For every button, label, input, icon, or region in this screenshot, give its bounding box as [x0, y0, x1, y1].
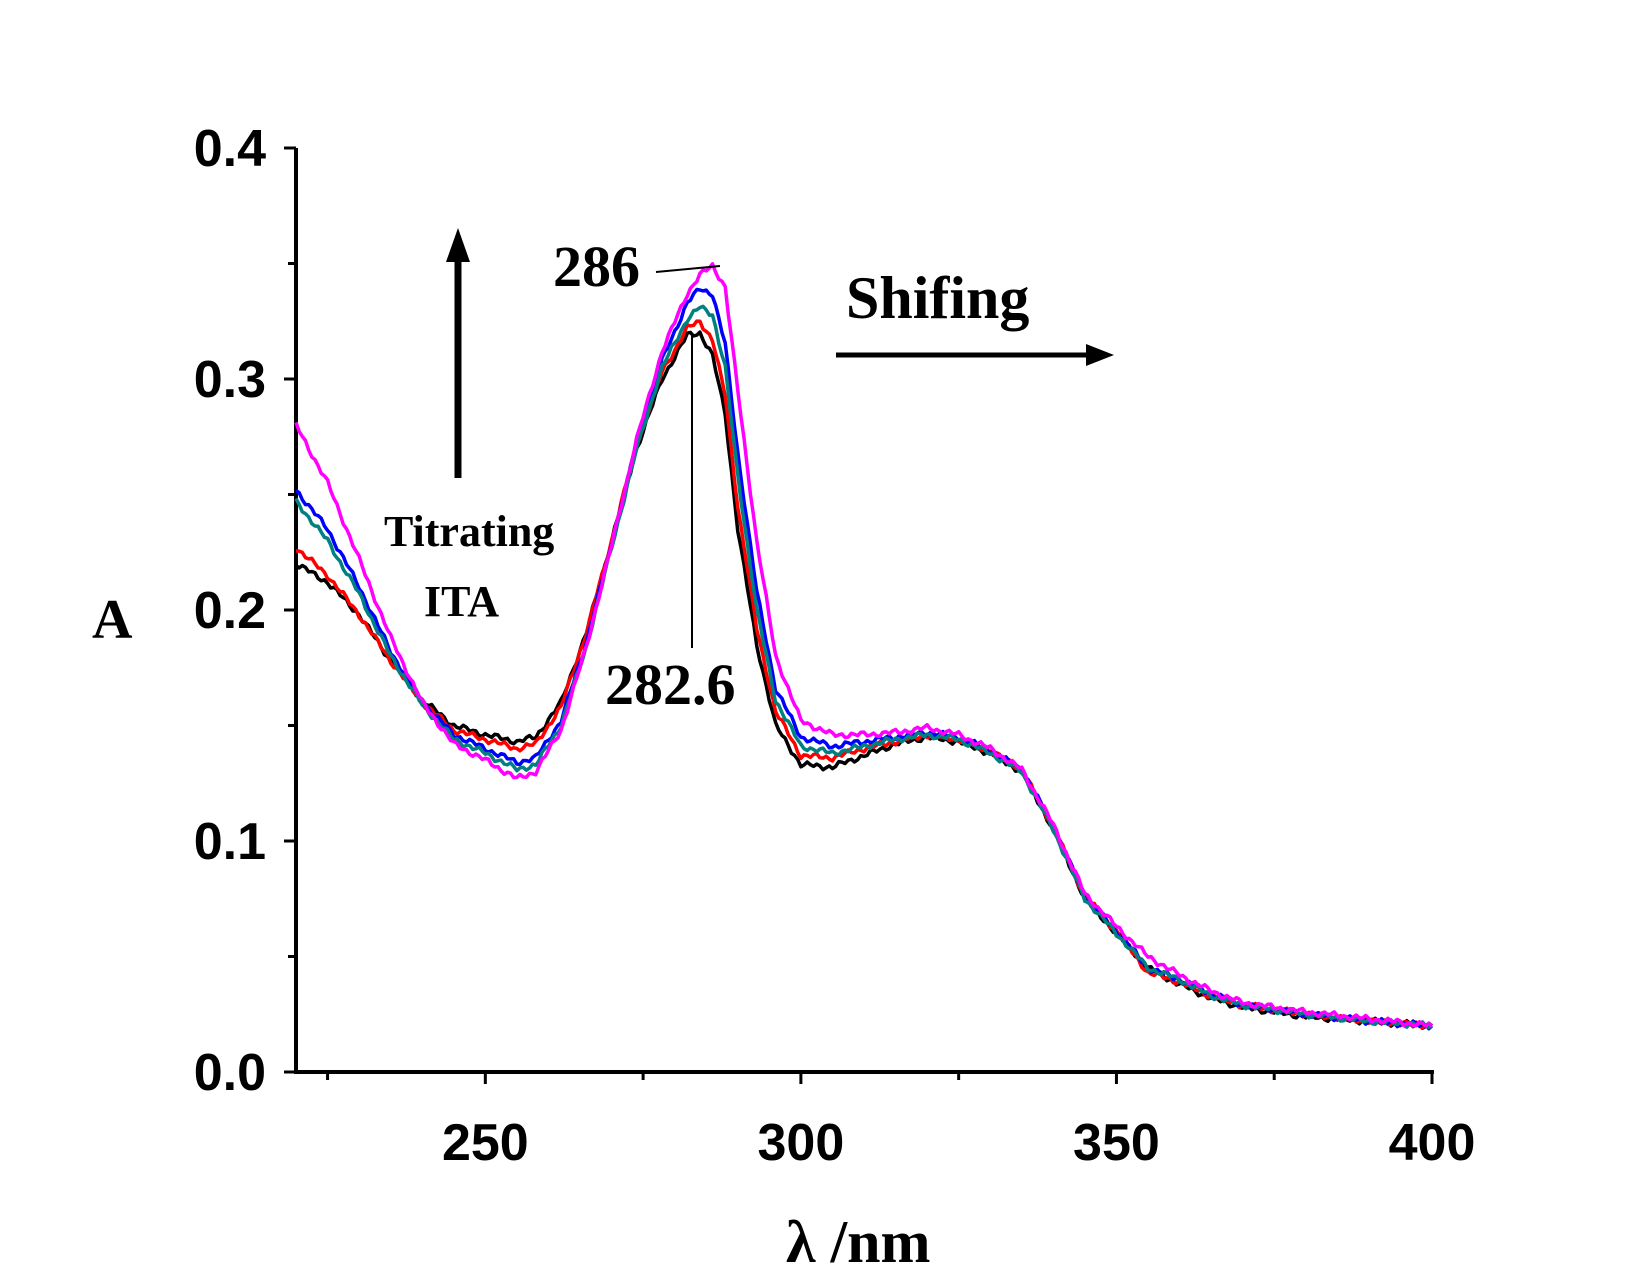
x-tick-label: 300 — [758, 1114, 845, 1172]
spectrum-line-3 — [295, 287, 1434, 1031]
arrow-right-head — [1086, 344, 1114, 366]
y-tick-label: 0.1 — [194, 813, 266, 871]
x-tick-label: 250 — [442, 1114, 529, 1172]
x-axis-title: λ /nm — [786, 1209, 931, 1275]
spectrum-line-2 — [295, 319, 1433, 1030]
peak-leader-286 — [655, 265, 721, 273]
titration-label-line1: Titrating — [384, 507, 554, 556]
y-tick-label: 0.0 — [194, 1044, 266, 1102]
spectrum-line-1 — [294, 330, 1434, 1030]
annotations: Titrating ITA Shifing 286 282.6 — [384, 228, 1114, 717]
y-tick-label: 0.2 — [194, 582, 266, 640]
shift-label: Shifing — [846, 265, 1029, 331]
y-axis-title: A — [92, 589, 133, 651]
peak-label-282-6: 282.6 — [605, 652, 736, 717]
titration-label-line2: ITA — [424, 577, 499, 626]
spectrum-line-4 — [294, 304, 1433, 1030]
x-tick-label: 400 — [1389, 1114, 1476, 1172]
peak-label-286: 286 — [553, 234, 640, 299]
tick-labels: 250 300 350 400 0.0 0.1 0.2 0.3 0.4 — [194, 120, 1476, 1172]
y-tick-label: 0.3 — [194, 351, 266, 409]
x-tick-label: 350 — [1073, 1114, 1160, 1172]
spectrum-line-5 — [294, 262, 1434, 1028]
series-group — [294, 262, 1434, 1031]
arrow-up-head — [446, 228, 470, 262]
y-tick-label: 0.4 — [194, 120, 266, 178]
ticks — [284, 146, 1434, 1084]
